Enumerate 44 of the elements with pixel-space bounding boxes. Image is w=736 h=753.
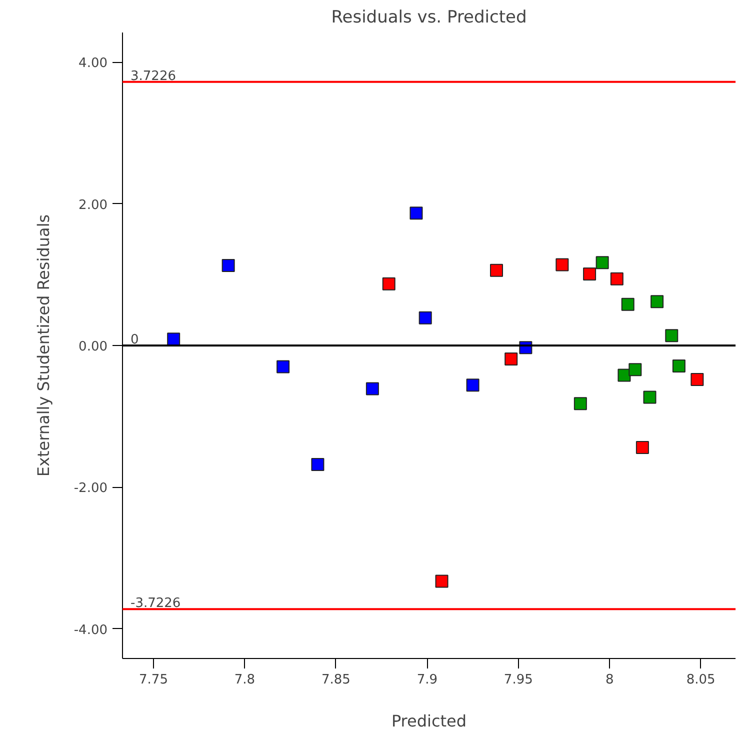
x-tick-label: 7.85 [321, 672, 350, 688]
x-axis-title: Predicted [391, 712, 467, 730]
y-axis-title: Externally Studentized Residuals [34, 214, 53, 477]
point [366, 382, 379, 396]
point [435, 574, 448, 588]
point [466, 378, 480, 392]
point [556, 258, 569, 272]
ref-line-label: 3.7226 [130, 68, 176, 84]
x-tick-label: 8.05 [686, 672, 716, 688]
point [665, 329, 678, 342]
x-tick-label: 7.9 [416, 672, 438, 688]
point [636, 440, 649, 454]
point [167, 332, 180, 346]
point [610, 272, 624, 286]
y-tick-label: 0.00 [78, 340, 108, 354]
point [690, 372, 704, 386]
point [621, 298, 634, 311]
y-tick-label: 4.00 [78, 56, 108, 72]
point [311, 458, 324, 471]
x-tick-label: 7.95 [504, 672, 533, 688]
point [382, 277, 396, 290]
point [618, 368, 631, 382]
ref-line-label: -3.7226 [130, 596, 181, 612]
point [410, 206, 423, 220]
point [574, 397, 587, 410]
ref-line-label: 0 [130, 332, 139, 348]
y-tick-label: -2.00 [74, 481, 108, 496]
point [650, 295, 664, 308]
point [643, 390, 656, 404]
y-tick-label: -4.00 [74, 622, 108, 638]
point [490, 264, 504, 277]
x-tick-label: 7.8 [234, 672, 256, 688]
x-tick-label: 8 [605, 672, 614, 688]
point [504, 352, 518, 366]
x-tick-label: 7.75 [139, 672, 168, 688]
point [596, 256, 609, 270]
y-tick-label: 2.00 [78, 198, 108, 213]
point [222, 258, 235, 272]
chart-title: Residuals vs. Predicted [331, 8, 527, 28]
point [276, 360, 290, 374]
point [418, 311, 432, 324]
point [628, 363, 642, 376]
point [583, 267, 596, 280]
point [672, 360, 686, 373]
